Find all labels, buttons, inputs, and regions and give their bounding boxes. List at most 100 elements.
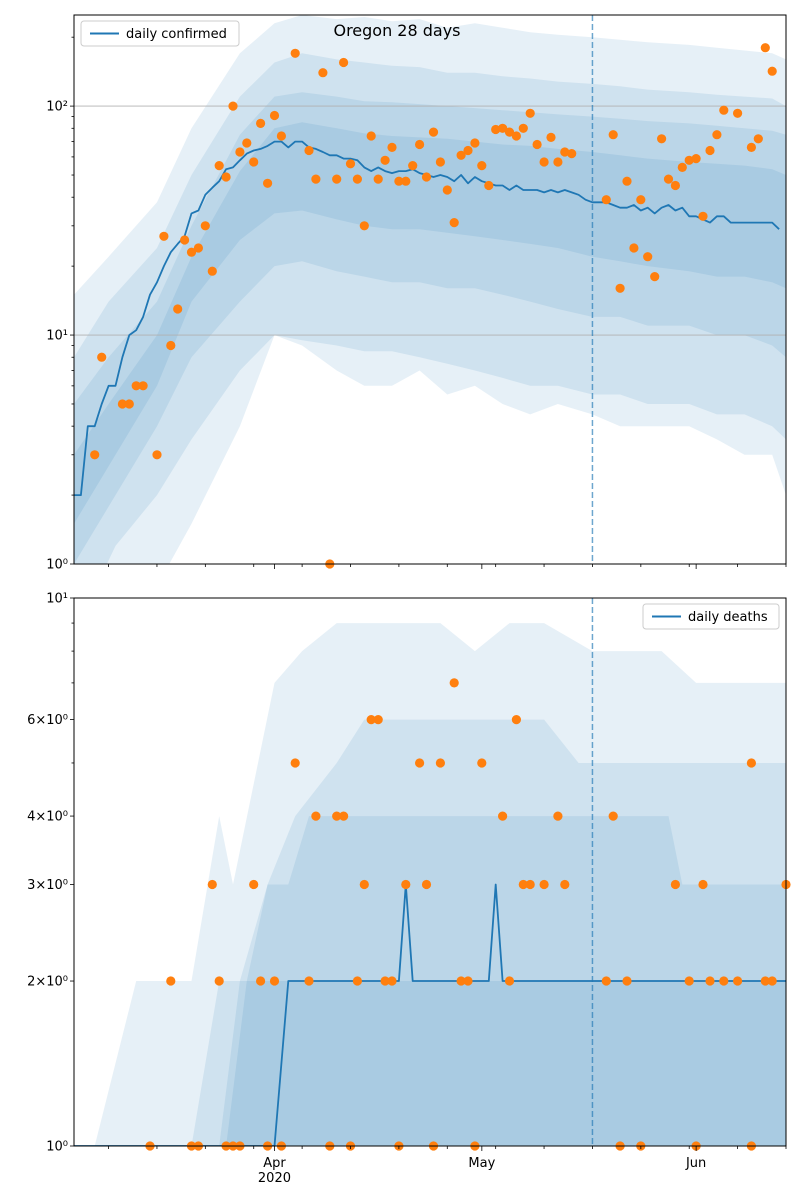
data-point: [263, 178, 273, 188]
data-point: [159, 231, 169, 241]
data-point: [498, 811, 508, 821]
legend: daily deaths: [642, 603, 780, 630]
data-point: [373, 174, 383, 184]
data-point: [504, 976, 515, 986]
data-point: [380, 155, 390, 165]
data-point: [746, 142, 757, 152]
chart-title: Oregon 28 days: [333, 21, 460, 40]
data-point: [511, 715, 521, 725]
data-point: [214, 976, 224, 986]
legend: daily confirmed: [80, 20, 240, 47]
data-point: [421, 879, 432, 890]
uncertainty-band-4: [74, 981, 786, 1146]
data-point: [131, 381, 141, 391]
data-point: [318, 68, 328, 78]
data-point: [657, 134, 667, 144]
data-point: [504, 127, 515, 137]
data-point: [124, 399, 134, 409]
data-point: [339, 57, 349, 68]
data-point: [311, 811, 321, 821]
data-point: [421, 172, 432, 182]
data-point: [380, 976, 390, 986]
uncertainty-band-3: [74, 92, 786, 564]
data-point: [415, 139, 425, 150]
data-point: [456, 976, 466, 986]
data-point: [290, 48, 300, 58]
uncertainty-band-2: [74, 53, 786, 564]
data-point: [90, 450, 100, 460]
data-point: [636, 195, 646, 205]
data-point: [166, 976, 176, 986]
y-tick-label: 10¹: [46, 592, 68, 607]
y-tick-label: 2×10⁰: [27, 975, 68, 990]
data-point: [767, 976, 777, 986]
data-point: [456, 150, 466, 160]
confirmed-chart: 10⁰ 10¹ 10² daily confirmed: [46, 14, 787, 573]
data-point: [352, 976, 362, 986]
data-point: [228, 101, 238, 111]
data-point: [484, 180, 494, 191]
data-point: [705, 976, 715, 986]
data-point: [345, 159, 356, 169]
data-point: [442, 185, 452, 195]
x-tick-sublabel: 2020: [258, 1171, 291, 1186]
data-point: [359, 221, 369, 231]
data-point: [698, 879, 708, 890]
data-point: [553, 157, 563, 167]
data-point: [677, 162, 687, 172]
data-points: [90, 43, 777, 569]
data-point: [352, 174, 362, 184]
data-point: [629, 243, 639, 253]
data-point: [705, 145, 715, 156]
data-point: [269, 110, 280, 121]
x-tick-label: Apr: [263, 1156, 286, 1171]
data-point: [477, 161, 487, 171]
data-point: [622, 976, 632, 986]
data-point: [615, 283, 625, 293]
data-point: [746, 758, 757, 768]
data-point: [415, 758, 425, 768]
data-point: [214, 161, 224, 171]
data-point: [138, 381, 148, 391]
legend-box: [80, 20, 240, 47]
data-point: [670, 879, 681, 890]
data-point: [249, 157, 259, 167]
data-point: [269, 976, 280, 986]
data-point: [304, 976, 314, 986]
y-tick-label: 6×10⁰: [27, 713, 68, 728]
data-point: [691, 154, 701, 164]
data-point: [449, 678, 459, 688]
data-point: [470, 138, 480, 148]
y-tick-label: 10²: [46, 100, 68, 115]
data-point: [221, 172, 231, 182]
data-point: [249, 879, 259, 890]
data-point: [394, 176, 404, 186]
data-point: [166, 340, 176, 351]
data-point: [463, 976, 473, 986]
y-tick-label: 4×10⁰: [27, 810, 68, 825]
data-point: [733, 108, 743, 118]
data-point: [435, 157, 445, 167]
legend-label: daily confirmed: [126, 27, 227, 42]
data-point: [387, 142, 397, 152]
data-point: [401, 176, 411, 186]
uncertainty-band-4: [74, 122, 786, 524]
data-point: [608, 811, 618, 821]
data-point: [200, 221, 210, 231]
data-point: [339, 811, 349, 821]
data-point: [311, 174, 321, 184]
data-point: [650, 272, 660, 282]
uncertainty-band-2: [74, 719, 786, 1146]
data-point: [366, 131, 376, 141]
legend-box: [642, 603, 780, 630]
plot-area: [74, 15, 786, 564]
data-point: [670, 180, 681, 191]
data-points: [145, 678, 791, 1151]
data-point: [186, 247, 197, 257]
data-point: [733, 976, 743, 986]
data-point: [477, 758, 487, 768]
data-point: [518, 123, 528, 133]
x-tick-label: Jun: [685, 1156, 706, 1171]
